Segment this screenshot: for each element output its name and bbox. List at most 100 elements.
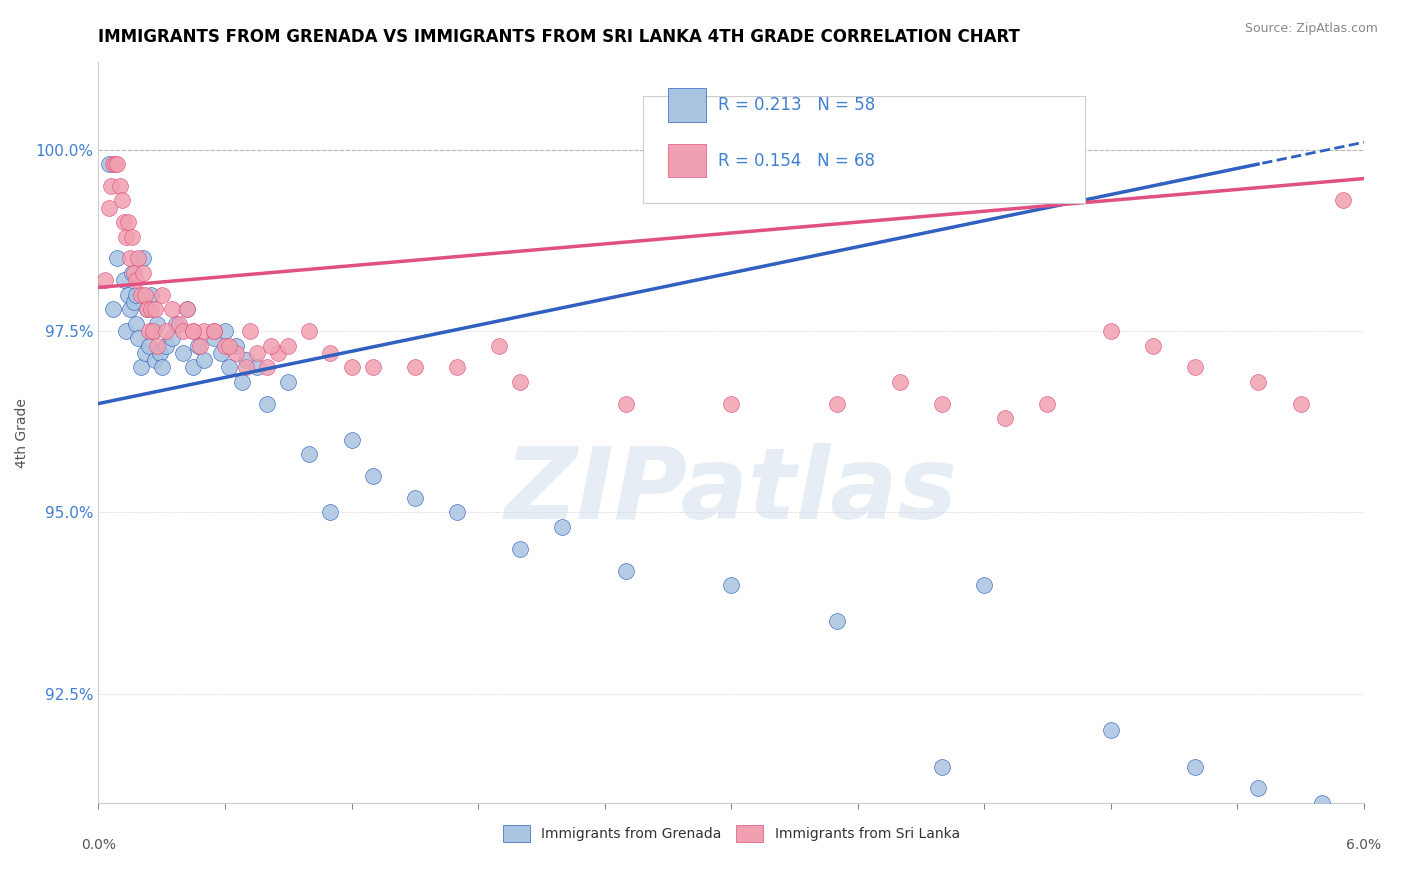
Point [825,396,848,410]
Point [551,520,574,534]
Point [117,287,139,301]
Point [614,396,637,410]
Point [488,338,510,352]
Point [98,201,121,215]
Point [319,506,342,520]
Point [183,324,205,338]
Point [267,345,290,359]
Point [107,252,129,266]
Point [204,324,226,338]
Point [150,360,173,375]
Y-axis label: 4th Grade: 4th Grade [14,398,28,467]
Point [1310,796,1333,810]
Point [132,252,155,266]
Legend: Immigrants from Grenada, Immigrants from Sri Lanka: Immigrants from Grenada, Immigrants from… [496,820,966,847]
Bar [668,144,706,178]
Point [298,447,321,461]
Point [136,302,159,317]
Point [125,273,148,287]
Point [188,338,211,352]
Point [103,157,125,171]
Point [129,360,152,375]
Point [256,360,278,375]
Point [132,266,155,280]
Point [138,338,160,352]
Point [298,324,321,338]
Point [98,157,121,171]
Point [825,615,848,629]
Point [172,345,194,359]
Point [141,287,163,301]
Point [340,360,363,375]
Point [446,360,468,375]
Point [121,229,143,244]
Point [319,345,342,359]
Point [277,338,299,352]
Point [155,324,177,338]
Point [134,287,156,301]
Point [128,331,150,345]
Point [103,302,125,317]
Point [166,317,188,331]
Point [124,295,146,310]
Point [218,338,240,352]
Point [145,302,166,317]
Point [124,266,146,280]
Point [446,506,468,520]
Text: 0.0%: 0.0% [82,838,115,852]
Point [1099,723,1122,738]
Point [256,396,278,410]
Point [361,469,384,483]
Point [1331,194,1354,208]
Point [108,178,131,193]
Point [225,345,247,359]
Point [209,345,232,359]
Point [214,324,236,338]
Point [146,317,169,331]
Point [509,375,531,389]
Point [155,338,177,352]
Point [141,302,163,317]
Point [142,324,165,338]
Point [1247,781,1270,796]
Point [176,302,198,317]
Point [225,338,247,352]
Point [120,252,141,266]
Point [183,324,205,338]
Point [931,759,953,773]
Point [176,302,198,317]
Point [136,302,159,317]
Point [204,324,226,338]
Point [193,324,215,338]
Point [145,353,166,368]
Text: R = 0.213   N = 58: R = 0.213 N = 58 [718,95,876,113]
Point [239,324,262,338]
Point [1184,759,1206,773]
Point [509,541,531,556]
Point [931,396,953,410]
Point [260,338,283,352]
Point [973,578,995,592]
Point [235,353,257,368]
Point [117,215,139,229]
Point [142,324,165,338]
Point [614,564,637,578]
Point [889,375,911,389]
Point [100,178,122,193]
Point [112,273,135,287]
Point [183,360,205,375]
Point [246,345,269,359]
Point [1184,360,1206,375]
Point [235,360,257,375]
Point [115,229,138,244]
Point [125,317,148,331]
Point [277,375,299,389]
Point [340,433,363,447]
Bar [668,88,706,121]
Point [128,252,150,266]
Point [231,375,253,389]
Point [120,302,141,317]
Point [1247,375,1270,389]
Point [204,331,226,345]
Point [107,157,129,171]
